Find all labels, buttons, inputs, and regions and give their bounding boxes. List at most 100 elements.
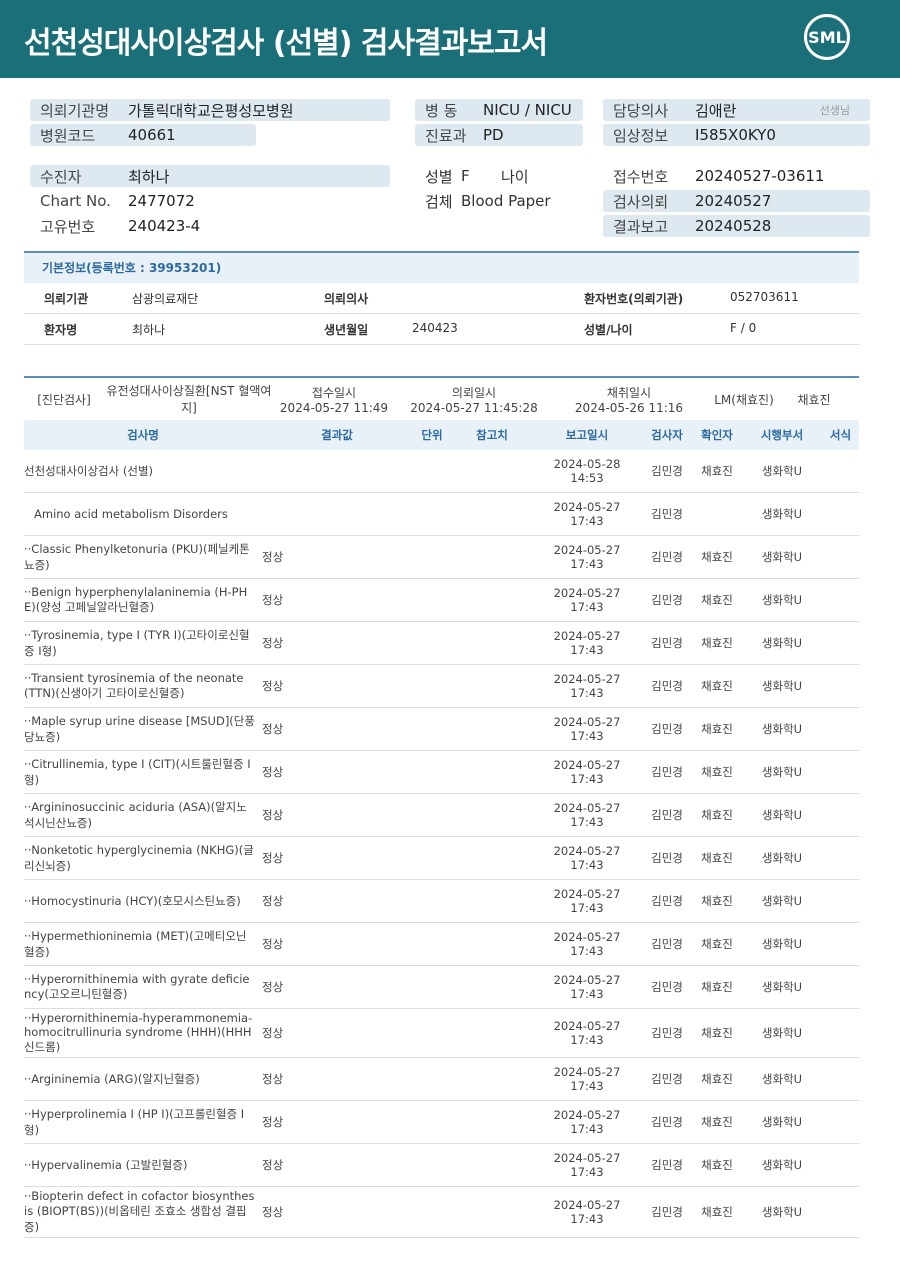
unit [412,450,452,493]
field: 담당의사 김애란 선생님 [603,99,870,121]
result-row: ··Hypervalinemia (고발린혈증) 정상 2024-05-27 17:4… [24,1143,859,1187]
form [822,621,859,665]
field: 결과보고 20240528 [603,215,870,237]
department: 생화학U [742,1186,822,1238]
result-row: ··Benign hyperphenylalaninemia (H-PHE)(양… [24,578,859,622]
unit [412,621,452,665]
reference [452,535,532,579]
result-row: ··Citrullinemia, type I (CIT)(시트룰린혈증 I형)… [24,750,859,794]
report-date: 2024-05-27 [553,1019,621,1033]
report-time: 2024-05-27 17:43 [532,836,642,880]
logo: SML [804,14,850,60]
section-title: 기본정보(등록번호 : 39953201) [24,251,859,283]
result-row: ··Nonketotic hyperglycinemia (NKHG)(글리신뇌… [24,836,859,880]
unit [412,707,452,751]
confirmer [692,492,742,536]
report-date: 2024-05-27 [553,672,621,686]
order-cell: 접수일시 2024-05-27 11:49 [274,384,394,415]
report-time: 2024-05-28 14:53 [532,450,642,493]
report-clock: 17:43 [570,514,604,528]
form [822,535,859,579]
field-value: I585X0KY0 [695,126,776,144]
field-value: 2477072 [128,192,195,210]
order-text: 채효진 [797,392,831,407]
field: 병원코드 40661 [30,124,256,146]
field: Chart No. 2477072 [30,190,390,212]
test-name: ··Hypervalinemia (고발린혈증) [24,1143,262,1187]
tester: 김민경 [642,1057,692,1101]
result: 정상 [262,707,412,751]
report-date: 2024-05-27 [553,1108,621,1122]
field-label: 성별 [425,167,453,186]
field-label: 접수번호 [613,167,669,186]
report-time: 2024-05-27 17:43 [532,1100,642,1144]
basic-info: 기본정보(등록번호 : 39953201) 의뢰기관 삼광의료재단 의뢰의사 환자번호(… [24,251,859,345]
order-cell: 채취일시 2024-05-26 11:16 [554,384,704,415]
info-cell: 의뢰의사 [304,290,564,307]
order-text: 유전성대사이상질환[NST 혈액여지] [106,384,272,415]
test-name: Amino acid metabolism Disorders [24,492,262,536]
form [822,1143,859,1187]
field: 의뢰기관명 가톨릭대학교은평성모병원 [30,99,390,121]
report-time: 2024-05-27 17:43 [532,750,642,794]
info-value: 삼광의료재단 [132,291,199,306]
field-label: 병원코드 [40,126,96,145]
field-value: F [461,167,470,185]
test-name: ··Argininemia (ARG)(알지닌혈증) [24,1057,262,1101]
field-value: 20240528 [695,217,772,235]
reference [452,750,532,794]
field: 진료과 PD [415,124,583,146]
report-time: 2024-05-27 17:43 [532,492,642,536]
test-name: ··Maple syrup urine disease [MSUD](단풍당뇨증… [24,707,262,751]
order-row: [진단검사] 유전성대사이상질환[NST 혈액여지] 접수일시 2024-05-27 … [24,376,859,420]
reference [452,793,532,837]
confirmer: 채효진 [692,750,742,794]
form [822,836,859,880]
form [822,750,859,794]
report-time: 2024-05-27 17:43 [532,965,642,1009]
result-row: ··Biopterin defect in cofactor biosynthe… [24,1186,859,1238]
confirmer: 채효진 [692,1057,742,1101]
info-row: 의뢰기관 삼광의료재단 의뢰의사 환자번호(의뢰기관) 052703611 [24,283,859,314]
department: 생화학U [742,707,822,751]
info-label: 환자번호(의뢰기관) [584,291,684,306]
confirmer: 채효진 [692,535,742,579]
order-cell: 채효진 [784,391,844,408]
unit [412,1143,452,1187]
report-clock: 17:43 [570,944,604,958]
report-date: 2024-05-27 [553,973,621,987]
result-row: ··Transient tyrosinemia of the neonate (… [24,664,859,708]
result [262,450,412,493]
report-date: 2024-05-27 [553,1151,621,1165]
result-row: ··Hyperprolinemia I (HP I)(고프롤린혈증 I형) 정상 2… [24,1100,859,1144]
info-cell: 성별/나이 F / 0 [564,321,859,338]
result-row: ··Classic Phenylketonuria (PKU)(페닐케톤뇨증) 정… [24,535,859,579]
info-label: 생년월일 [324,322,369,337]
report-date: 2024-05-27 [553,629,621,643]
order-text: 2024-05-27 11:49 [279,400,389,415]
unit [412,879,452,923]
reference [452,664,532,708]
department: 생화학U [742,750,822,794]
order-text: 2024-05-26 11:16 [574,400,684,415]
field: 접수번호 20240527-03611 [603,165,870,187]
reference [452,492,532,536]
result: 정상 [262,750,412,794]
info-label: 의뢰의사 [324,291,369,306]
field-label: 담당의사 [613,101,669,120]
tester: 김민경 [642,492,692,536]
column-header: 결과값 [262,420,412,450]
reference [452,578,532,622]
confirmer: 채효진 [692,578,742,622]
tester: 김민경 [642,1008,692,1058]
field-value: 최하나 [128,167,170,186]
confirmer: 채효진 [692,621,742,665]
report-date: 2024-05-27 [553,543,621,557]
form [822,492,859,536]
form [822,1186,859,1238]
reference [452,450,532,493]
form [822,578,859,622]
result: 정상 [262,664,412,708]
form [822,965,859,1009]
